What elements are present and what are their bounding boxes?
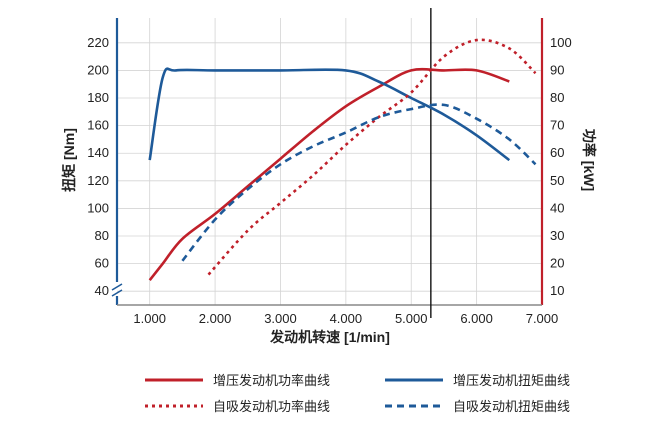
y-left-tick-label: 140 xyxy=(87,145,109,160)
x-tick-label: 6.000 xyxy=(460,311,493,326)
y-right-tick-label: 50 xyxy=(550,173,564,188)
axis-break-mark xyxy=(111,289,123,297)
x-tick-label: 7.000 xyxy=(526,311,559,326)
series-turbo-power-legend-label: 增压发动机功率曲线 xyxy=(213,373,330,388)
y-right-tick-label: 80 xyxy=(550,90,564,105)
x-tick-label: 1.000 xyxy=(133,311,166,326)
tick-labels: 1.000 2.000 3.000 4.000 5.000 6.000 7.000 40 60 8… xyxy=(87,35,571,326)
y-axis-label-left: 扭矩 [Nm] xyxy=(61,128,77,192)
y-right-tick-label: 100 xyxy=(550,35,572,50)
series-na-torque-line xyxy=(181,103,537,262)
x-tick-label: 3.000 xyxy=(264,311,297,326)
series-na-power-legend-label: 自吸发动机功率曲线 xyxy=(213,399,330,414)
series-turbo-torque-line xyxy=(148,67,511,162)
axes xyxy=(111,18,544,306)
y-left-tick-label: 40 xyxy=(95,283,109,298)
y-right-tick-label: 40 xyxy=(550,200,564,215)
x-tick-label: 5.000 xyxy=(395,311,428,326)
y-left-tick-label: 80 xyxy=(95,228,109,243)
y-right-tick-label: 60 xyxy=(550,145,564,160)
y-right-tick-label: 30 xyxy=(550,228,564,243)
series-group xyxy=(148,38,537,282)
y-left-tick-label: 180 xyxy=(87,90,109,105)
y-left-tick-label: 200 xyxy=(87,62,109,77)
y-axis-label-right: 功率 [kW] xyxy=(581,129,597,191)
y-left-tick-label: 220 xyxy=(87,35,109,50)
x-tick-label: 2.000 xyxy=(199,311,232,326)
grid xyxy=(117,18,543,305)
x-tick-label: 4.000 xyxy=(330,311,363,326)
series-na-power-line xyxy=(207,38,537,276)
series-turbo-torque-legend-label: 增压发动机扭矩曲线 xyxy=(453,373,570,388)
y-right-tick-label: 20 xyxy=(550,256,564,271)
axis-break-mark xyxy=(111,283,123,291)
y-right-tick-label: 90 xyxy=(550,62,564,77)
y-left-tick-label: 100 xyxy=(87,200,109,215)
y-left-tick-label: 160 xyxy=(87,118,109,133)
y-left-tick-label: 120 xyxy=(87,173,109,188)
series-na-torque-legend-label: 自吸发动机扭矩曲线 xyxy=(453,399,570,414)
y-left-tick-label: 60 xyxy=(95,256,109,271)
series-turbo-power-line xyxy=(148,67,510,282)
x-axis-label: 发动机转速 [1/min] xyxy=(269,329,390,345)
y-right-tick-label: 70 xyxy=(550,118,564,133)
y-right-tick-label: 10 xyxy=(550,283,564,298)
